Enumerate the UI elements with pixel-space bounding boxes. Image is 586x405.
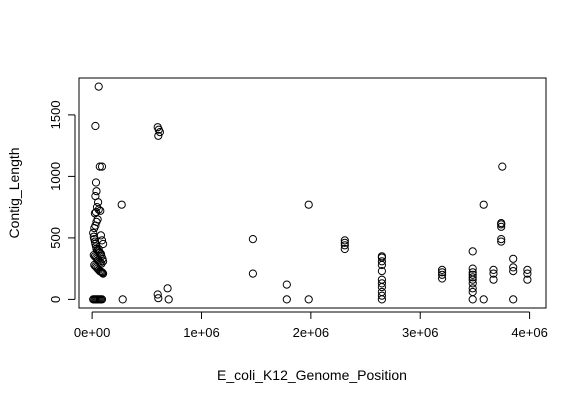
data-point <box>91 121 100 131</box>
data-point <box>489 269 498 278</box>
y-axis: 0 500 1000 1500 <box>48 100 76 303</box>
data-point <box>154 131 163 140</box>
data-point <box>468 264 477 273</box>
data-point <box>91 192 100 201</box>
data-point <box>98 268 107 277</box>
data-point <box>248 269 257 278</box>
x-tick-label: 1e+06 <box>183 325 220 340</box>
plot-frame <box>78 77 547 309</box>
data-point <box>509 267 518 276</box>
data-point <box>509 254 518 263</box>
x-axis: 0e+00 1e+06 2e+06 3e+06 4e+06 <box>74 311 548 340</box>
data-point <box>523 275 532 284</box>
data-point <box>94 82 103 91</box>
x-axis-title: E_coli_K12_Genome_Position <box>217 367 407 383</box>
data-point <box>97 162 107 171</box>
data-point <box>497 222 506 231</box>
data-point <box>438 268 447 277</box>
y-tick-label: 1500 <box>48 100 63 129</box>
data-point <box>282 280 291 289</box>
data-point <box>377 275 386 284</box>
data-point <box>282 295 291 304</box>
data-point <box>377 252 386 261</box>
data-point <box>118 295 127 304</box>
x-tick-label: 4e+06 <box>511 325 548 340</box>
data-point <box>438 270 447 279</box>
data-point <box>468 273 477 282</box>
data-point <box>497 219 506 228</box>
data-point <box>489 275 498 284</box>
x-tick-label: 2e+06 <box>293 325 330 340</box>
data-point <box>117 200 126 209</box>
data-point <box>468 284 477 293</box>
data-point <box>479 295 488 304</box>
data-point <box>99 269 108 278</box>
data-point <box>509 295 518 304</box>
data-point <box>498 162 507 171</box>
data-point <box>468 279 477 288</box>
x-tick-label: 0e+00 <box>74 325 111 340</box>
data-point <box>479 200 488 209</box>
data-point <box>95 162 104 171</box>
data-point <box>489 265 498 274</box>
data-point <box>340 238 349 247</box>
data-point <box>92 203 102 212</box>
data-points <box>89 82 532 304</box>
data-point <box>340 244 349 254</box>
data-point <box>377 267 386 276</box>
data-point <box>163 284 172 293</box>
y-axis-title: Contig_Length <box>6 147 22 238</box>
data-point <box>438 274 447 283</box>
data-point <box>377 279 386 288</box>
data-point <box>377 257 386 266</box>
data-point <box>340 241 349 250</box>
data-point <box>377 287 386 297</box>
data-point <box>497 237 506 246</box>
data-point <box>99 239 108 249</box>
data-point <box>248 235 257 244</box>
data-point <box>497 235 506 244</box>
data-point <box>164 295 173 304</box>
data-point <box>89 228 98 238</box>
data-point <box>509 263 518 272</box>
data-point <box>97 295 107 304</box>
data-point <box>468 270 477 279</box>
data-point <box>340 236 349 245</box>
data-point <box>304 295 313 304</box>
data-point <box>468 268 477 277</box>
y-tick-label: 1000 <box>48 162 63 191</box>
data-point <box>377 291 386 300</box>
data-point <box>92 187 101 196</box>
data-point <box>97 236 107 245</box>
x-tick-label: 3e+06 <box>402 325 439 340</box>
data-point <box>153 290 162 299</box>
data-point <box>154 294 163 303</box>
data-point <box>96 231 106 240</box>
data-point <box>155 128 164 137</box>
data-point <box>91 208 101 217</box>
data-point <box>99 257 108 266</box>
data-point <box>468 247 477 256</box>
data-point <box>468 287 477 297</box>
data-point <box>468 295 477 304</box>
data-point <box>304 200 313 209</box>
y-tick-label: 0 <box>48 296 63 303</box>
y-tick-label: 500 <box>48 227 63 249</box>
data-point <box>523 265 532 274</box>
data-point <box>438 265 447 274</box>
data-point <box>94 244 103 254</box>
data-point <box>91 178 101 187</box>
data-point <box>523 269 532 278</box>
